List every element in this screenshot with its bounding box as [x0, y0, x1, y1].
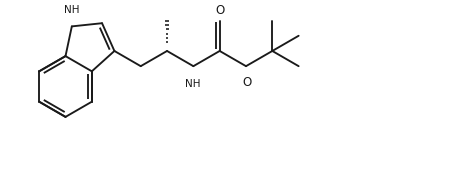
Text: O: O [215, 4, 224, 17]
Text: NH: NH [64, 5, 79, 15]
Text: O: O [242, 76, 252, 89]
Text: NH: NH [185, 79, 200, 89]
